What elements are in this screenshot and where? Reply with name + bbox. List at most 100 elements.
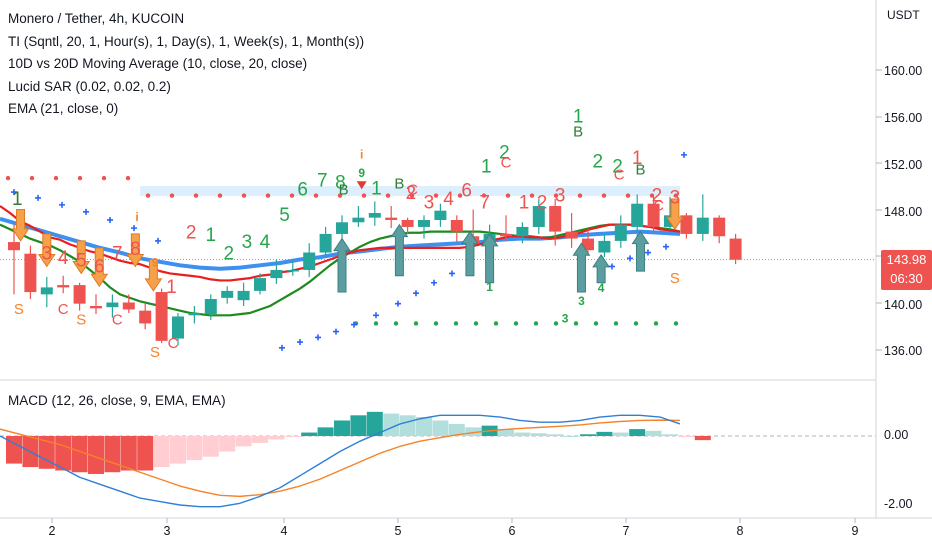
indicator-ema-label[interactable]: EMA (21, close, 0)	[8, 101, 119, 116]
sar-blue-cross	[645, 249, 651, 256]
signal-letter-label: S	[76, 312, 86, 329]
price-tick: 136.00	[884, 344, 923, 358]
sar-green-dot	[493, 321, 499, 326]
sar-red-dot	[361, 193, 367, 198]
sar-blue-cross	[627, 255, 633, 262]
buy-arrow	[572, 242, 591, 293]
candle-body	[614, 224, 627, 241]
sar-blue-cross	[279, 344, 285, 351]
sequential-count-label: 7	[317, 170, 328, 191]
candle-body	[286, 269, 299, 272]
sequential-count-label: 2	[593, 152, 604, 173]
buy-arrow	[460, 230, 479, 277]
sequential-count-label: 1	[166, 277, 177, 298]
sequential-count-label: 2	[537, 192, 548, 213]
sequential-count-label: 3	[42, 244, 53, 265]
x-tick: 9	[851, 524, 859, 538]
sar-green-dot	[573, 321, 579, 326]
candle-body	[532, 206, 545, 227]
macd-histogram-bar	[399, 415, 416, 436]
sar-red-dot	[601, 193, 607, 198]
macd-title[interactable]: MACD (12, 26, close, 9, EMA, EMA)	[8, 393, 226, 408]
signal-letter-label: B	[394, 176, 404, 193]
sequential-count-label: 1	[12, 189, 23, 210]
macd-histogram-bar	[612, 432, 629, 436]
candle-body	[155, 292, 168, 341]
candle-body	[401, 219, 414, 227]
sequential-count-label: 4	[260, 232, 271, 253]
candle-body	[368, 213, 381, 218]
indicator-ma-label[interactable]: 10D vs 20D Moving Average (10, close, 20…	[8, 56, 308, 71]
sar-red-dot	[169, 193, 175, 198]
candle-body	[221, 290, 234, 298]
sar-green-dot	[593, 321, 599, 326]
macd-tick: 0.00	[884, 428, 909, 442]
macd-histogram-bar	[6, 436, 22, 464]
small-count-label: 1	[486, 280, 493, 294]
sequential-count-label: 1	[206, 225, 217, 246]
buy-arrow	[390, 223, 409, 277]
sequential-count-label: 5	[76, 250, 87, 271]
sar-blue-cross	[297, 339, 303, 346]
small-count-label: i	[135, 210, 138, 224]
x-tick: 5	[394, 524, 402, 538]
sar-blue-cross	[155, 237, 161, 244]
indicator-sar-label[interactable]: Lucid SAR (0.02, 0.02, 0.2)	[8, 78, 171, 94]
candle-body	[729, 238, 742, 260]
sar-red-dot	[529, 193, 535, 198]
sar-blue-cross	[333, 328, 339, 335]
candle-body	[696, 217, 709, 234]
sequential-count-label: 2	[186, 223, 197, 244]
macd-histogram-bar	[465, 427, 482, 436]
candle-body	[122, 302, 135, 310]
sequential-count-label: 7	[479, 192, 490, 213]
sar-blue-cross	[373, 312, 379, 319]
macd-histogram-bar	[629, 429, 646, 436]
sar-blue-cross	[83, 208, 89, 215]
macd-histogram-bar	[235, 436, 252, 447]
x-tick: 2	[48, 524, 56, 538]
x-tick: 4	[280, 524, 288, 538]
sar-red-dot	[289, 193, 295, 198]
small-count-label: i	[360, 147, 363, 161]
macd-histogram-bar	[268, 436, 285, 440]
sequential-count-label: 2	[612, 156, 623, 177]
sar-red-dot	[217, 193, 223, 198]
sar-blue-cross	[11, 189, 17, 196]
macd-histogram-bar	[383, 413, 400, 436]
macd-histogram-bar	[563, 436, 580, 437]
signal-letter-label: C	[614, 166, 625, 183]
candle-body	[319, 233, 332, 253]
indicator-ti-label[interactable]: TI (Sqntl, 20, 1, Hour(s), 1, Day(s), 1,…	[8, 33, 365, 49]
macd-histogram-bar	[547, 434, 564, 436]
sar-blue-cross	[395, 300, 401, 307]
sequential-count-label: 3	[242, 232, 253, 253]
sell-arrow	[11, 209, 30, 242]
sar-blue-cross	[107, 216, 113, 223]
x-tick: 8	[736, 524, 744, 538]
macd-histogram-bar	[88, 436, 104, 474]
macd-histogram-bar	[530, 433, 547, 436]
price-axis-unit[interactable]: USDT	[887, 8, 920, 22]
candle-body	[270, 269, 283, 279]
small-count-label: 4	[598, 281, 605, 295]
candle-body	[204, 299, 217, 315]
macd-histogram-bar	[580, 434, 596, 436]
symbol-title[interactable]: Monero / Tether, 4h, KUCOIN	[8, 11, 185, 26]
small-count-label: 9	[152, 255, 159, 269]
sar-green-dot	[513, 321, 519, 326]
sar-red-dot	[577, 193, 583, 198]
price-tick: 152.00	[884, 158, 923, 172]
sar-blue-cross	[413, 290, 419, 297]
sequential-count-label: 2	[224, 244, 235, 265]
x-tick: 3	[163, 524, 171, 538]
sequential-count-label: 7	[112, 244, 123, 265]
macd-histogram-bar	[137, 436, 154, 471]
buy-arrow	[480, 233, 499, 284]
candle-body	[24, 253, 37, 293]
signal-letter-label: B	[339, 181, 349, 198]
sar-green-dot	[393, 321, 399, 326]
sell-arrow	[126, 233, 145, 268]
sequential-count-label: 1	[632, 148, 643, 169]
